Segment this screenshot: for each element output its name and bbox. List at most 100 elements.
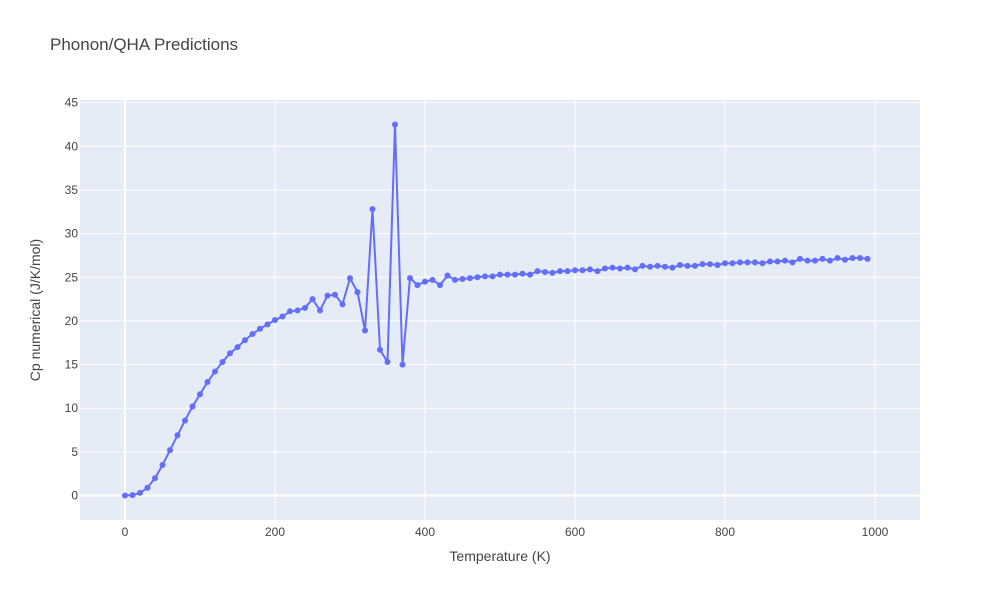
data-point[interactable] — [152, 475, 158, 482]
data-point[interactable] — [819, 255, 826, 262]
data-point[interactable] — [242, 337, 248, 344]
data-point[interactable] — [362, 327, 368, 334]
data-point[interactable] — [512, 271, 518, 278]
data-point[interactable] — [234, 344, 241, 351]
data-point[interactable] — [399, 361, 406, 368]
data-point[interactable] — [654, 262, 661, 269]
data-point[interactable] — [249, 331, 256, 338]
data-point[interactable] — [662, 263, 668, 270]
data-point[interactable] — [557, 268, 563, 275]
data-point[interactable] — [369, 206, 376, 213]
data-point[interactable] — [489, 273, 496, 280]
data-point[interactable] — [182, 417, 188, 424]
data-point[interactable] — [332, 291, 338, 298]
data-point[interactable] — [294, 307, 301, 314]
data-point[interactable] — [564, 268, 571, 275]
data-point[interactable] — [617, 265, 623, 272]
data-point[interactable] — [827, 257, 833, 264]
data-point[interactable] — [579, 267, 586, 274]
data-point[interactable] — [309, 296, 316, 303]
data-point[interactable] — [842, 256, 848, 263]
data-point[interactable] — [647, 263, 653, 270]
data-point[interactable] — [137, 489, 143, 496]
data-point[interactable] — [287, 308, 293, 315]
data-point[interactable] — [602, 265, 608, 272]
data-point[interactable] — [474, 274, 481, 281]
data-point[interactable] — [384, 358, 391, 365]
data-point[interactable] — [129, 492, 136, 499]
data-point[interactable] — [797, 255, 803, 262]
data-point[interactable] — [609, 264, 616, 271]
data-point[interactable] — [804, 257, 811, 264]
data-point[interactable] — [429, 276, 436, 283]
data-point[interactable] — [437, 282, 443, 289]
data-point[interactable] — [534, 268, 541, 275]
data-point[interactable] — [347, 275, 353, 282]
data-point[interactable] — [302, 304, 308, 311]
data-point[interactable] — [482, 273, 488, 280]
data-point[interactable] — [219, 358, 226, 365]
data-point[interactable] — [789, 259, 796, 266]
data-point[interactable] — [392, 121, 398, 128]
data-point[interactable] — [669, 264, 676, 271]
data-point[interactable] — [864, 255, 871, 262]
data-point[interactable] — [587, 266, 593, 273]
data-point[interactable] — [264, 321, 271, 328]
data-point[interactable] — [632, 266, 638, 273]
data-point[interactable] — [759, 260, 766, 267]
data-point[interactable] — [144, 484, 151, 491]
data-point[interactable] — [737, 259, 743, 266]
data-point[interactable] — [212, 368, 218, 375]
data-point[interactable] — [467, 275, 473, 282]
data-point[interactable] — [677, 262, 683, 269]
data-point[interactable] — [849, 255, 856, 262]
data-point[interactable] — [422, 278, 428, 285]
data-point[interactable] — [257, 325, 263, 332]
data-point[interactable] — [414, 282, 421, 289]
data-point[interactable] — [527, 271, 533, 278]
data-point[interactable] — [227, 350, 233, 357]
data-point[interactable] — [317, 307, 323, 314]
data-point[interactable] — [692, 262, 698, 269]
data-point[interactable] — [189, 403, 196, 410]
data-point[interactable] — [729, 260, 736, 267]
data-point[interactable] — [452, 276, 458, 283]
data-point[interactable] — [497, 271, 503, 278]
data-point[interactable] — [167, 447, 173, 454]
data-point[interactable] — [774, 258, 781, 265]
data-point[interactable] — [204, 379, 211, 386]
data-point[interactable] — [767, 258, 773, 265]
data-point[interactable] — [459, 276, 466, 283]
data-point[interactable] — [407, 275, 413, 282]
data-point[interactable] — [197, 391, 203, 398]
data-point[interactable] — [279, 313, 286, 320]
data-point[interactable] — [339, 301, 346, 308]
data-point[interactable] — [707, 261, 713, 268]
data-point[interactable] — [744, 259, 751, 266]
data-point[interactable] — [324, 292, 331, 299]
data-point[interactable] — [504, 271, 511, 278]
plot-area[interactable] — [80, 100, 920, 520]
data-point[interactable] — [594, 268, 601, 275]
series[interactable] — [122, 121, 871, 499]
data-point[interactable] — [624, 264, 631, 271]
data-point[interactable] — [639, 262, 646, 269]
data-point[interactable] — [699, 261, 706, 268]
data-point[interactable] — [782, 257, 788, 264]
data-point[interactable] — [714, 262, 721, 269]
data-point[interactable] — [857, 255, 863, 262]
data-point[interactable] — [752, 259, 758, 266]
data-point[interactable] — [122, 492, 128, 499]
data-point[interactable] — [722, 260, 728, 267]
data-point[interactable] — [572, 267, 578, 274]
data-point[interactable] — [377, 346, 383, 353]
data-point[interactable] — [354, 289, 361, 296]
data-point[interactable] — [444, 272, 451, 279]
data-point[interactable] — [684, 262, 691, 269]
data-point[interactable] — [834, 255, 841, 262]
data-point[interactable] — [542, 269, 548, 276]
data-point[interactable] — [159, 461, 166, 468]
data-point[interactable] — [272, 317, 278, 324]
data-point[interactable] — [549, 269, 556, 276]
data-point[interactable] — [812, 257, 818, 264]
